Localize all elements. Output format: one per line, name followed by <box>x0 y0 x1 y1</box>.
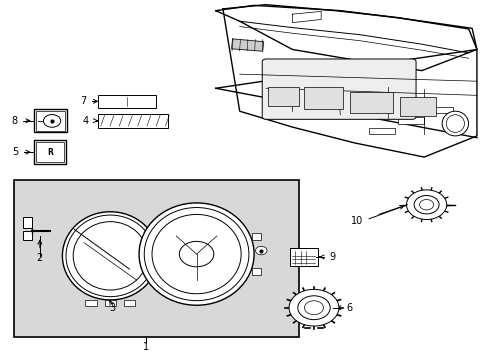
FancyBboxPatch shape <box>262 59 415 119</box>
Circle shape <box>179 242 213 267</box>
Circle shape <box>304 301 323 315</box>
Bar <box>289 248 317 266</box>
Bar <box>251 268 261 275</box>
Bar <box>34 140 66 164</box>
Bar <box>36 142 64 162</box>
Bar <box>34 109 67 132</box>
Circle shape <box>288 289 338 326</box>
Text: 8: 8 <box>11 116 17 126</box>
Bar <box>23 217 32 228</box>
Bar <box>251 233 261 240</box>
Polygon shape <box>215 5 476 71</box>
Polygon shape <box>215 11 476 138</box>
Polygon shape <box>231 39 263 51</box>
Text: 5: 5 <box>12 147 18 157</box>
Text: 3: 3 <box>109 303 116 313</box>
Polygon shape <box>223 5 476 157</box>
Text: 10: 10 <box>350 216 363 226</box>
Bar <box>304 86 342 109</box>
Circle shape <box>406 190 446 220</box>
Ellipse shape <box>144 207 248 301</box>
Circle shape <box>413 195 438 214</box>
Ellipse shape <box>62 212 158 300</box>
Bar <box>98 114 167 128</box>
Ellipse shape <box>73 222 147 290</box>
Circle shape <box>297 296 329 320</box>
Ellipse shape <box>446 115 464 132</box>
Ellipse shape <box>441 111 468 136</box>
Text: 9: 9 <box>328 252 335 262</box>
Circle shape <box>255 246 266 255</box>
Text: 4: 4 <box>82 116 89 126</box>
Ellipse shape <box>66 215 154 297</box>
Bar <box>426 107 452 113</box>
Bar <box>85 300 97 306</box>
Bar <box>104 300 116 306</box>
Bar <box>23 231 32 240</box>
Bar <box>267 86 298 106</box>
Circle shape <box>43 114 61 127</box>
Circle shape <box>419 199 433 210</box>
Text: 2: 2 <box>37 253 43 263</box>
Bar <box>349 92 392 113</box>
Ellipse shape <box>152 215 241 294</box>
Bar <box>397 117 424 123</box>
Text: 6: 6 <box>346 303 351 313</box>
Bar <box>98 95 156 108</box>
Text: 1: 1 <box>143 342 149 351</box>
Bar <box>123 300 135 306</box>
Bar <box>14 180 298 337</box>
Bar <box>368 128 395 134</box>
Ellipse shape <box>139 203 254 305</box>
Polygon shape <box>292 12 321 23</box>
Text: R: R <box>47 148 53 157</box>
Bar <box>399 97 435 117</box>
Text: 7: 7 <box>80 96 86 106</box>
Bar <box>36 111 64 131</box>
